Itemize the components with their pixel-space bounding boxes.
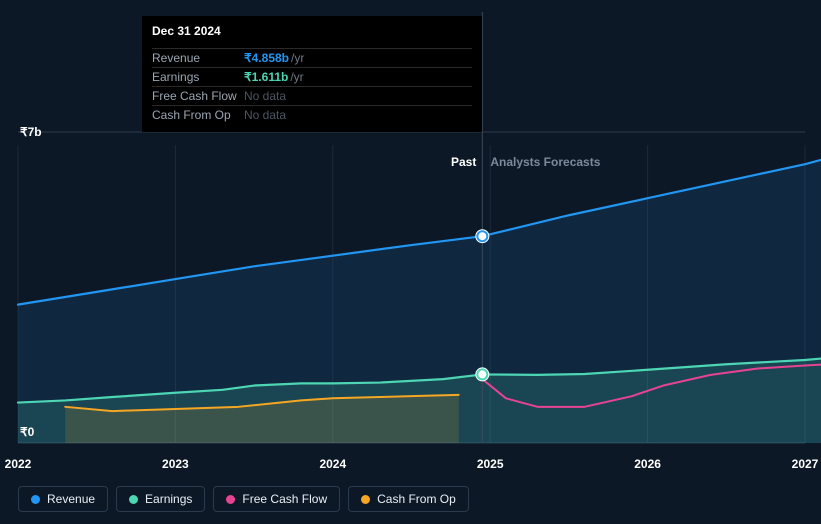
legend-label: Revenue	[47, 492, 95, 506]
legend-dot-icon	[361, 495, 370, 504]
tooltip-value-suffix: /yr	[290, 70, 303, 84]
x-axis-tick-label: 2023	[162, 457, 189, 471]
x-axis-tick-label: 2025	[477, 457, 504, 471]
tooltip-title: Dec 31 2024	[152, 24, 472, 42]
y-axis-min-label: ₹0	[20, 425, 34, 439]
hover-tooltip: Dec 31 2024 Revenue₹4.858b /yrEarnings₹1…	[142, 16, 482, 132]
legend-dot-icon	[31, 495, 40, 504]
tooltip-metric-label: Free Cash Flow	[152, 89, 244, 103]
tooltip-value-suffix: /yr	[291, 51, 304, 65]
financials-chart: ₹7b ₹0 Past Analysts Forecasts 2022 2023 2…	[0, 0, 821, 524]
tooltip-metric-label: Revenue	[152, 51, 244, 65]
forecast-period-label: Analysts Forecasts	[490, 155, 600, 169]
y-axis-max-label: ₹7b	[20, 125, 42, 139]
legend-dot-icon	[226, 495, 235, 504]
legend-item-revenue[interactable]: Revenue	[18, 486, 108, 512]
legend-item-fcf[interactable]: Free Cash Flow	[213, 486, 340, 512]
tooltip-metric-value: ₹1.611b	[244, 70, 288, 84]
tooltip-no-data: No data	[244, 89, 286, 103]
tooltip-metric-value: ₹4.858b	[244, 51, 289, 65]
legend-label: Free Cash Flow	[242, 492, 327, 506]
legend-dot-icon	[129, 495, 138, 504]
tooltip-row: Earnings₹1.611b /yr	[152, 67, 472, 86]
tooltip-row: Cash From OpNo data	[152, 105, 472, 124]
x-axis-tick-label: 2022	[5, 457, 32, 471]
tooltip-no-data: No data	[244, 108, 286, 122]
legend-item-earnings[interactable]: Earnings	[116, 486, 205, 512]
tooltip-row: Free Cash FlowNo data	[152, 86, 472, 105]
tooltip-metric-label: Earnings	[152, 70, 244, 84]
legend-item-cfop[interactable]: Cash From Op	[348, 486, 469, 512]
legend-label: Cash From Op	[377, 492, 456, 506]
x-axis-tick-label: 2026	[634, 457, 661, 471]
chart-legend: Revenue Earnings Free Cash Flow Cash From O…	[18, 486, 469, 512]
legend-label: Earnings	[145, 492, 192, 506]
x-axis-tick-label: 2024	[319, 457, 346, 471]
tooltip-metric-label: Cash From Op	[152, 108, 244, 122]
tooltip-row: Revenue₹4.858b /yr	[152, 48, 472, 67]
x-axis-tick-label: 2027	[792, 457, 819, 471]
past-period-label: Past	[451, 155, 476, 169]
